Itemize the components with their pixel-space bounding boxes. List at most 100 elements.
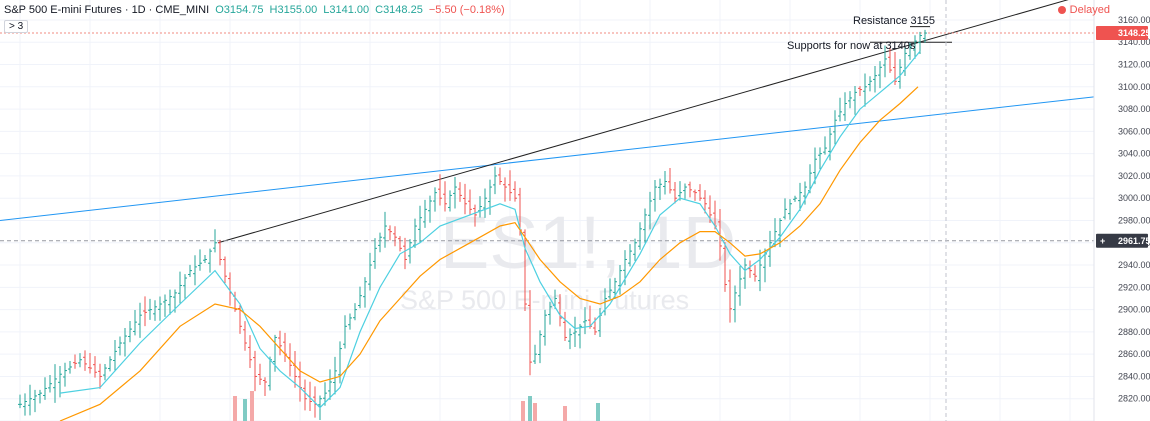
- ohlc-bar: [258, 363, 262, 386]
- ohlc-bar: [43, 377, 47, 400]
- ohlc-bar: [418, 205, 422, 243]
- moving-averages: [59, 50, 921, 421]
- ohlc-bar: [848, 91, 852, 109]
- ohlc-bar: [213, 229, 217, 253]
- ohlc-bar: [673, 182, 677, 204]
- ohlc-bar: [383, 211, 387, 248]
- ma-slow-line: [59, 86, 919, 421]
- ohlc-bar: [648, 191, 652, 230]
- ohlc-bar: [873, 65, 877, 93]
- ohlc-bar: [923, 29, 927, 43]
- ohlc-bar: [358, 286, 362, 309]
- watermark-ticker: ES1!, 1D: [440, 201, 736, 284]
- crosshair-price-badge: [1096, 233, 1148, 248]
- ohlc-bar: [103, 364, 107, 381]
- close-value: C3148.25: [375, 4, 423, 16]
- last-price-badge: [1096, 26, 1148, 41]
- price-tick-label: 2980.00: [1118, 215, 1150, 225]
- price-tick-label: 2900.00: [1118, 305, 1150, 315]
- ohlc-bar: [473, 204, 477, 227]
- annotations: Resistance 3155 Supports for now at 3140…: [787, 15, 935, 52]
- ohlc-bar: [388, 225, 392, 241]
- ohlc-bar: [353, 303, 357, 321]
- price-tick-label: 2920.00: [1118, 282, 1150, 292]
- ohlc-bar: [18, 394, 22, 409]
- ohlc-bar: [503, 177, 507, 202]
- crosshair-price-label: 2961.75: [1118, 236, 1150, 246]
- ohlc-bar: [193, 255, 197, 286]
- symbol-title[interactable]: S&P 500 E-mini Futures · 1D · CME_MINI: [4, 4, 210, 16]
- ohlc-bar: [198, 249, 202, 271]
- ohlc-bar: [23, 393, 27, 416]
- ohlc-bar: [483, 188, 487, 218]
- ohlc-bar: [83, 350, 87, 371]
- delayed-badge[interactable]: Delayed: [1057, 4, 1110, 16]
- ohlc-bar: [423, 199, 427, 228]
- ohlc-bar: [378, 232, 382, 253]
- ohlc-bar: [218, 239, 222, 266]
- ohlc-bar: [368, 252, 372, 291]
- ohlc-bar: [638, 222, 642, 250]
- ohlc-bar: [48, 374, 52, 393]
- ohlc-bar: [628, 244, 632, 267]
- ohlc-bar: [723, 242, 727, 292]
- ohlc-bar: [728, 269, 732, 323]
- ohlc-bar: [898, 59, 902, 89]
- ohlc-bar: [498, 167, 502, 185]
- ohlc-bar: [488, 179, 492, 215]
- chart-header: S&P 500 E-mini Futures · 1D · CME_MINI O…: [4, 4, 505, 16]
- price-tick-label: 3060.00: [1118, 126, 1150, 136]
- ohlc-bar: [868, 76, 872, 92]
- ohlc-bar: [73, 354, 77, 369]
- ohlc-bar: [278, 330, 282, 356]
- ohlc-bar: [203, 254, 207, 263]
- ohlc-bar: [693, 189, 697, 201]
- ohlc-bar: [223, 256, 227, 284]
- ohlc-bar: [113, 340, 117, 372]
- blue-trend-line: [0, 96, 1095, 221]
- price-tick-label: 3140.00: [1118, 37, 1150, 47]
- volume-bar: [596, 403, 600, 421]
- ohlc-bar: [863, 73, 867, 107]
- volume-bar: [233, 396, 237, 421]
- ohlc-bar: [298, 361, 302, 402]
- price-tick-label: 3080.00: [1118, 104, 1150, 114]
- ohlc-bar: [363, 277, 367, 308]
- ohlc-bar: [433, 187, 437, 212]
- ohlc-bar: [53, 364, 57, 403]
- ohlc-bar: [243, 321, 247, 351]
- ohlc-bar: [733, 285, 737, 323]
- ohlc-bar: [548, 301, 552, 325]
- ohlc-bar: [788, 199, 792, 220]
- ohlc-bar: [248, 335, 252, 368]
- price-axis[interactable]: 3160.00 3140.00 3120.00 3100.00 3080.00 3060.…: [1093, 0, 1150, 421]
- ohlc-bar: [413, 218, 417, 248]
- ohlc-bar: [743, 258, 747, 289]
- ohlc-bar: [833, 110, 837, 145]
- ohlc-bar: [158, 296, 162, 321]
- support-annotation: Supports for now at 3140s: [787, 40, 916, 52]
- ohlc-bar: [653, 180, 657, 212]
- price-tick-label: 2840.00: [1118, 371, 1150, 381]
- ohlc-bar: [153, 300, 157, 321]
- volume-bar: [528, 396, 532, 421]
- ohlc-bar: [568, 328, 572, 350]
- ohlc-bar: [748, 260, 752, 278]
- ohlc-bar: [393, 226, 397, 247]
- ohlc-bar: [843, 92, 847, 121]
- ohlc-bar: [343, 315, 347, 349]
- indicators-toggle-button[interactable]: > 3: [4, 20, 29, 33]
- ohlc-bar: [108, 356, 112, 372]
- ohlc-bar: [583, 307, 587, 335]
- ohlc-bar: [618, 264, 622, 295]
- ohlc-bar: [443, 181, 447, 212]
- ohlc-bar: [458, 182, 462, 202]
- volume-bar: [243, 399, 247, 421]
- delayed-label: Delayed: [1069, 4, 1110, 16]
- ohlc-bar: [408, 239, 412, 264]
- price-tick-label: 2940.00: [1118, 260, 1150, 270]
- price-tick-label: 2880.00: [1118, 327, 1150, 337]
- ohlc-bar: [263, 377, 267, 397]
- volume-bar: [250, 391, 254, 421]
